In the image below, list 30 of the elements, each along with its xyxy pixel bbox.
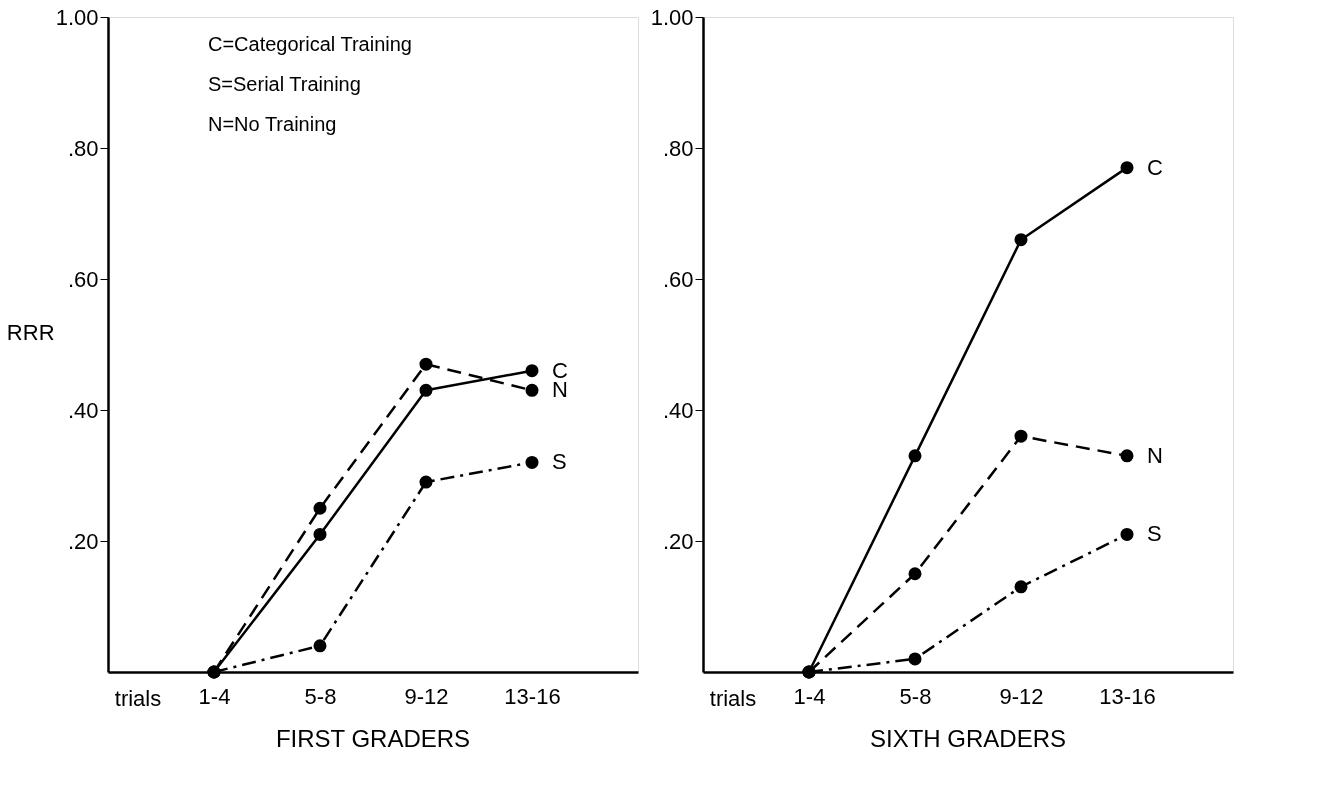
- annotation: C=Categorical Training: [208, 33, 412, 55]
- y-tick-label: .60: [662, 266, 694, 292]
- y-tick-label: .60: [67, 266, 99, 292]
- text: FIRST GRADERS: [275, 725, 471, 752]
- x-tick-label: 5-8: [899, 683, 932, 709]
- x-tick-label: 1-4: [198, 683, 231, 709]
- y-tick-label: 1.00: [650, 4, 694, 30]
- y-tick-label: .20: [662, 528, 694, 554]
- x-axis-title: trials: [709, 686, 757, 711]
- y-tick-label: .40: [662, 397, 694, 423]
- text: SIXTH GRADERS: [869, 725, 1067, 752]
- x-tick-label: 13-16: [504, 683, 561, 709]
- annotation: S=Serial Training: [208, 73, 361, 95]
- y-tick-label: .80: [662, 135, 694, 161]
- y-tick-label: .80: [67, 135, 99, 161]
- y-tick-label: .40: [67, 397, 99, 423]
- series-label: N: [1147, 442, 1163, 468]
- series-label: C: [1147, 154, 1163, 180]
- series-label: S: [1147, 521, 1162, 547]
- series-label: S: [552, 449, 567, 475]
- x-tick-label: 9-12: [999, 683, 1044, 709]
- x-tick-label: 9-12: [404, 683, 449, 709]
- x-tick-label: 5-8: [304, 683, 337, 709]
- y-tick-label: .20: [67, 528, 99, 554]
- y-tick-label: 1.00: [55, 4, 99, 30]
- y-axis-title: RRR: [6, 320, 55, 345]
- annotation: N=No Training: [208, 113, 337, 135]
- x-tick-label: 13-16: [1099, 683, 1156, 709]
- x-axis-title: trials: [114, 686, 162, 711]
- x-tick-label: 1-4: [793, 683, 826, 709]
